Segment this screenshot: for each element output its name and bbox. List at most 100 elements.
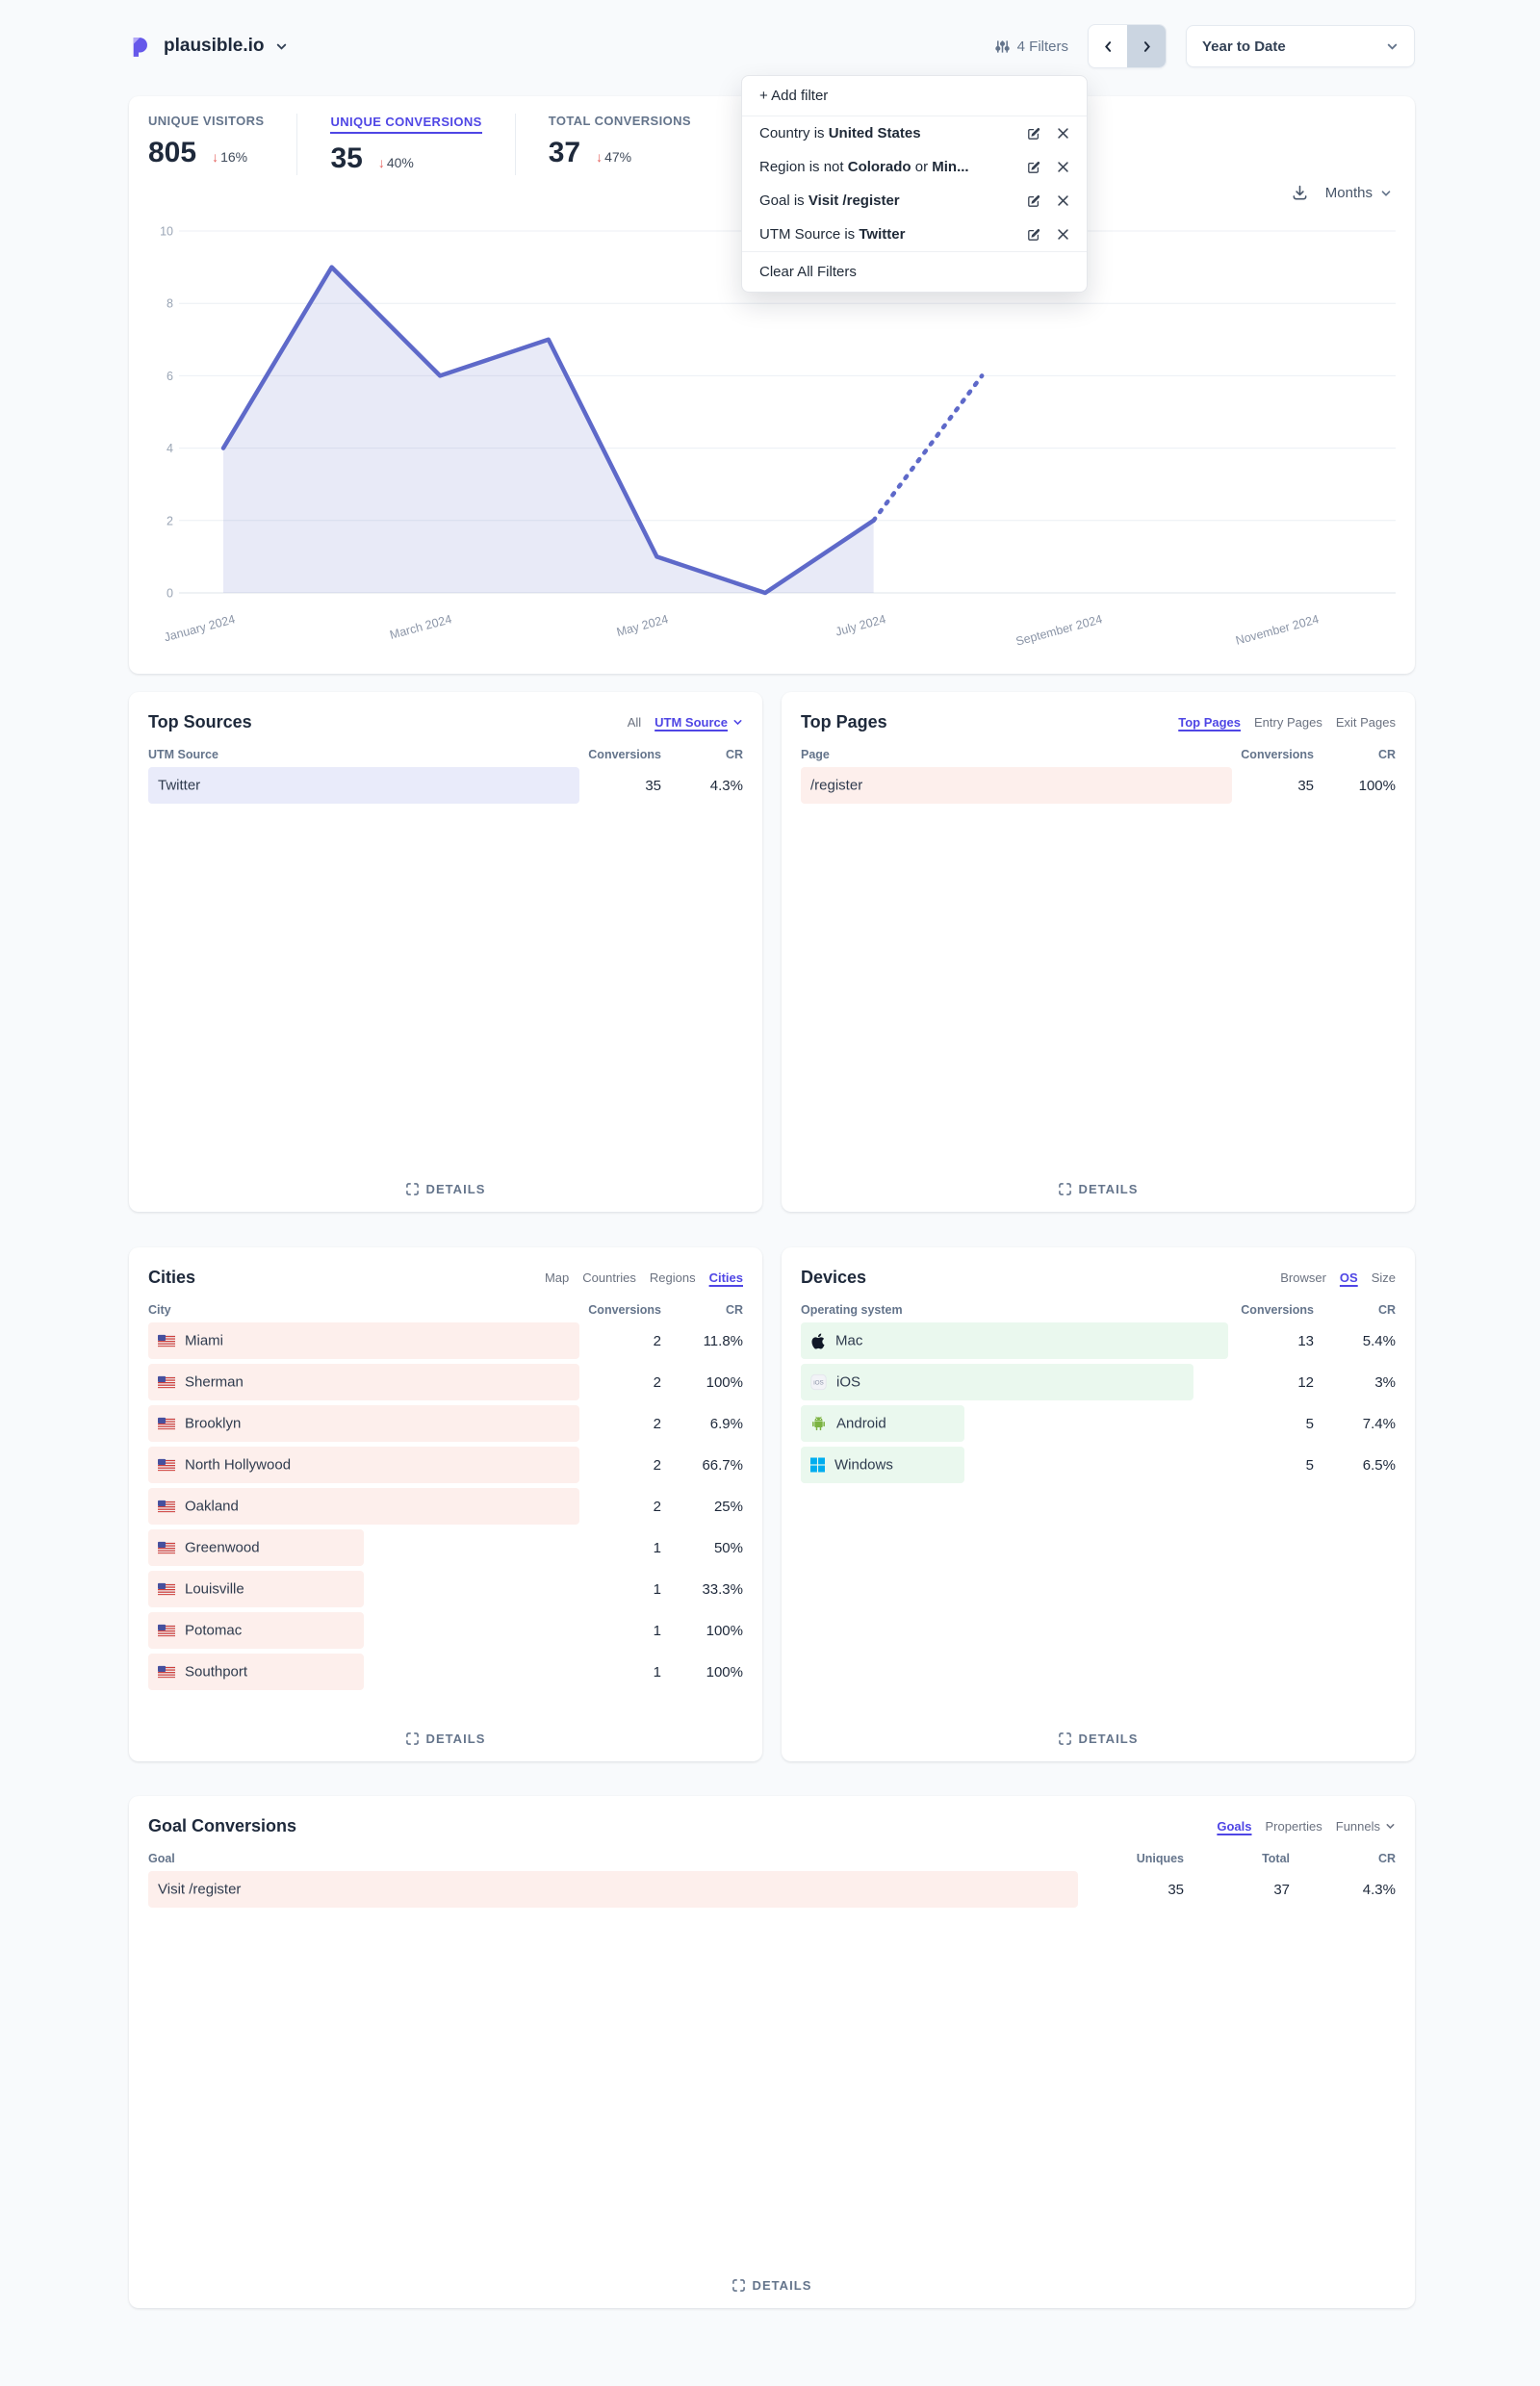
tab-os[interactable]: OS xyxy=(1339,1270,1358,1285)
table-row[interactable]: iOS iOS 12 3% xyxy=(801,1364,1396,1400)
expand-icon xyxy=(405,1183,419,1195)
download-icon[interactable] xyxy=(1292,185,1308,201)
edit-filter-icon[interactable] xyxy=(1026,227,1041,243)
tab-goals[interactable]: Goals xyxy=(1217,1819,1252,1834)
table-row[interactable]: Potomac 1 100% xyxy=(148,1612,743,1649)
row-label: Miami xyxy=(158,1333,223,1349)
row-bar xyxy=(148,1871,1078,1908)
prev-period-button[interactable] xyxy=(1089,25,1127,67)
table-row[interactable]: Brooklyn 2 6.9% xyxy=(148,1405,743,1442)
details-button[interactable]: DETAILS xyxy=(405,1732,486,1746)
filter-item[interactable]: Country is United States xyxy=(742,116,1087,150)
row-bar-zone: Visit /register xyxy=(148,1871,1078,1908)
filters-button[interactable]: 4 Filters xyxy=(994,38,1068,55)
tab-size[interactable]: Size xyxy=(1371,1270,1396,1285)
row-bar xyxy=(148,1571,364,1607)
row-bar xyxy=(148,767,579,804)
tab-browser[interactable]: Browser xyxy=(1280,1270,1326,1285)
details-button[interactable]: DETAILS xyxy=(405,1182,486,1196)
main-line-chart[interactable]: 10 8 6 4 2 0 January 2024 March 2024 May 2024 Ju… xyxy=(144,218,1403,660)
table-row[interactable]: Southport 1 100% xyxy=(148,1654,743,1690)
stat-unique-visitors[interactable]: UNIQUE VISITORS 805 ↓ 16% xyxy=(148,114,296,175)
row-value: 1 xyxy=(653,1622,661,1639)
row-value: 5.4% xyxy=(1362,1332,1396,1349)
table-row[interactable]: North Hollywood 2 66.7% xyxy=(148,1447,743,1483)
us-flag-icon xyxy=(158,1582,175,1596)
tab-top-pages[interactable]: Top Pages xyxy=(1178,715,1242,730)
site-switcher[interactable]: plausible.io xyxy=(129,35,288,59)
tab-properties[interactable]: Properties xyxy=(1265,1819,1322,1834)
table-row[interactable]: /register 35 100% xyxy=(801,767,1396,804)
table-row[interactable]: Louisville 1 33.3% xyxy=(148,1571,743,1607)
panel-tabs: Browser OS Size xyxy=(1280,1270,1396,1285)
panel-title: Cities xyxy=(148,1268,196,1287)
filters-dropdown: + Add filter Country is United States Reg… xyxy=(741,75,1088,293)
filters-count: 4 Filters xyxy=(1016,38,1068,55)
arrow-down-icon: ↓ xyxy=(377,155,385,170)
table-row[interactable]: Windows 5 6.5% xyxy=(801,1447,1396,1483)
remove-filter-icon[interactable] xyxy=(1057,127,1069,140)
date-range-value: Year to Date xyxy=(1202,38,1286,55)
filter-item[interactable]: Goal is Visit /register xyxy=(742,184,1087,218)
table-row[interactable]: Oakland 2 25% xyxy=(148,1488,743,1525)
edit-filter-icon[interactable] xyxy=(1026,193,1041,209)
date-range-picker[interactable]: Year to Date xyxy=(1186,25,1415,67)
table-row[interactable]: Android 5 7.4% xyxy=(801,1405,1396,1442)
row-bar-zone: Oakland xyxy=(148,1488,579,1525)
table-row[interactable]: Twitter 35 4.3% xyxy=(148,767,743,804)
tab-cities[interactable]: Cities xyxy=(708,1270,743,1285)
details-label: DETAILS xyxy=(425,1732,486,1746)
remove-filter-icon[interactable] xyxy=(1057,228,1069,241)
table-row[interactable]: Greenwood 1 50% xyxy=(148,1529,743,1566)
top-stats: UNIQUE VISITORS 805 ↓ 16% UNIQUE CONVERSIONS… xyxy=(148,114,724,175)
row-bar xyxy=(801,767,1232,804)
details-button[interactable]: DETAILS xyxy=(1058,1182,1139,1196)
stat-unique-conversions[interactable]: UNIQUE CONVERSIONS 35 ↓ 40% xyxy=(296,114,514,175)
filter-item[interactable]: UTM Source is Twitter xyxy=(742,218,1087,251)
filter-item[interactable]: Region is not Colorado or Min... xyxy=(742,150,1087,184)
add-filter-button[interactable]: + Add filter xyxy=(742,76,1087,116)
remove-filter-icon[interactable] xyxy=(1057,161,1069,173)
stat-change: ↓ 16% xyxy=(212,149,248,165)
stat-label: TOTAL CONVERSIONS xyxy=(548,114,691,128)
tab-utm-source[interactable]: UTM Source xyxy=(654,715,743,730)
row-label: Windows xyxy=(810,1457,893,1474)
edit-filter-icon[interactable] xyxy=(1026,160,1041,175)
column-header: CR xyxy=(1377,748,1396,761)
tab-entry-pages[interactable]: Entry Pages xyxy=(1254,715,1322,730)
expand-icon xyxy=(405,1732,419,1745)
next-period-button[interactable] xyxy=(1127,25,1166,67)
row-bar xyxy=(148,1529,364,1566)
row-label: Mac xyxy=(810,1333,862,1349)
tab-exit-pages[interactable]: Exit Pages xyxy=(1335,715,1396,730)
row-value: 3% xyxy=(1374,1373,1396,1391)
row-value: 2 xyxy=(653,1498,661,1515)
clear-all-filters-button[interactable]: Clear All Filters xyxy=(742,251,1087,292)
details-button[interactable]: DETAILS xyxy=(732,2278,812,2293)
row-value: 11.8% xyxy=(703,1332,743,1349)
row-bar xyxy=(148,1405,579,1442)
stat-label: UNIQUE CONVERSIONS xyxy=(330,115,482,134)
ios-icon: iOS xyxy=(810,1373,827,1391)
tab-funnels[interactable]: Funnels xyxy=(1336,1819,1396,1834)
row-value: 2 xyxy=(653,1332,661,1349)
table-columns: UTM Source Conversions CR xyxy=(129,736,762,767)
row-value: 50% xyxy=(713,1539,743,1556)
apple-icon xyxy=(810,1333,826,1348)
tab-all[interactable]: All xyxy=(627,715,642,730)
table-row[interactable]: Visit /register 35 37 4.3% xyxy=(148,1871,1396,1908)
edit-filter-icon[interactable] xyxy=(1026,126,1041,141)
details-button[interactable]: DETAILS xyxy=(1058,1732,1139,1746)
table-row[interactable]: Sherman 2 100% xyxy=(148,1364,743,1400)
table-row[interactable]: Mac 13 5.4% xyxy=(801,1322,1396,1359)
tab-regions[interactable]: Regions xyxy=(649,1270,696,1285)
table-row[interactable]: Miami 2 11.8% xyxy=(148,1322,743,1359)
tab-countries[interactable]: Countries xyxy=(582,1270,636,1285)
row-bar xyxy=(801,1447,965,1483)
tab-map[interactable]: Map xyxy=(544,1270,570,1285)
interval-picker[interactable]: Months xyxy=(1325,185,1392,201)
remove-filter-icon[interactable] xyxy=(1057,194,1069,207)
stat-total-conversions[interactable]: TOTAL CONVERSIONS 37 ↓ 47% xyxy=(514,114,724,175)
row-bar-zone: Mac xyxy=(801,1322,1232,1359)
